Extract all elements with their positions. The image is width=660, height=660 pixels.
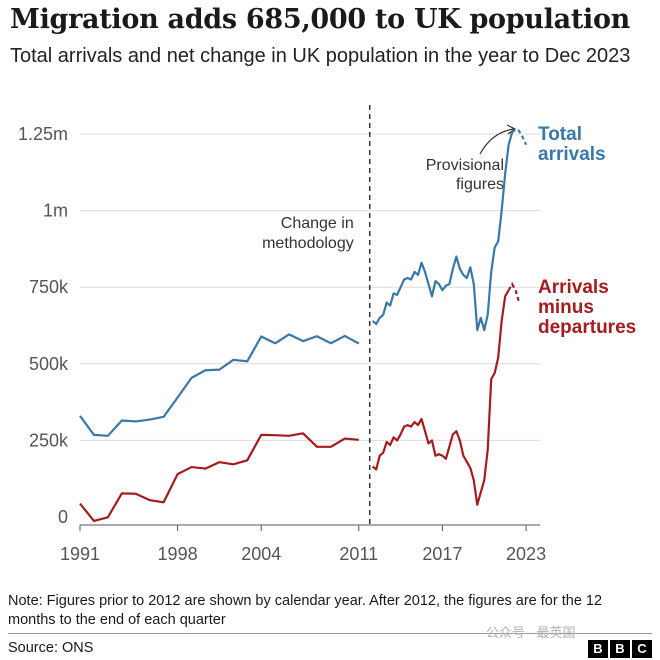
series-label: Arrivals [538,277,609,298]
provisional-arrowhead [506,124,517,135]
y-tick-label: 0 [58,507,68,527]
provisional-arrow [479,128,515,155]
series-line-provisional [507,281,521,303]
wechat-watermark: 公众号 · 最英国 [486,625,576,640]
chart-title: Migration adds 685,000 to UK population [10,4,630,35]
x-axis-labels: 1991 1998 2004 2011 2017 2023 [60,544,546,564]
line-chart: 0 250k 500k 750k 1m 1.25m 1991 1998 2004 2011 201… [18,105,636,564]
series-label: minus [538,297,594,318]
x-tick-label: 2011 [339,544,378,564]
y-axis-labels: 0 250k 500k 750k 1m 1.25m [18,124,69,527]
y-tick-label: 250k [29,430,69,450]
bbc-logo-letter: B [588,640,608,658]
y-tick-label: 1.25m [18,124,68,144]
chart-note: Note: Figures prior to 2012 are shown by… [8,593,603,628]
series-line-annual [79,432,359,523]
provisional-annotation: Provisional [426,157,504,174]
bbc-logo-letter: C [632,640,652,658]
annotation-layer: Change in methodology Provisional figures [262,105,517,525]
series-label: departures [538,317,636,338]
methodology-annotation: Change in [281,215,354,232]
methodology-annotation: methodology [262,235,354,252]
series-label: Total [538,124,582,145]
series-label: arrivals [538,144,606,165]
series-line-quarterly [372,132,514,332]
y-tick-label: 500k [29,354,69,374]
y-tick-label: 1m [43,201,68,221]
bbc-logo-letter: B [610,640,630,658]
bbc-logo: B B C [588,640,652,658]
x-tick-label: 1991 [60,544,100,564]
series-line-provisional [511,128,528,146]
series-line-quarterly [372,289,510,506]
x-tick-label: 2004 [241,544,281,564]
footer-divider [8,633,652,634]
x-tick-label: 2023 [506,544,546,564]
y-tick-label: 750k [29,277,69,297]
chart-subtitle: Total arrivals and net change in UK popu… [10,45,631,67]
x-tick-label: 1998 [158,544,198,564]
x-tick-label: 2017 [422,544,462,564]
source-label: Source: ONS [8,640,94,656]
series-line-annual [79,333,360,437]
provisional-annotation: figures [456,176,504,193]
series-layer [79,128,528,523]
